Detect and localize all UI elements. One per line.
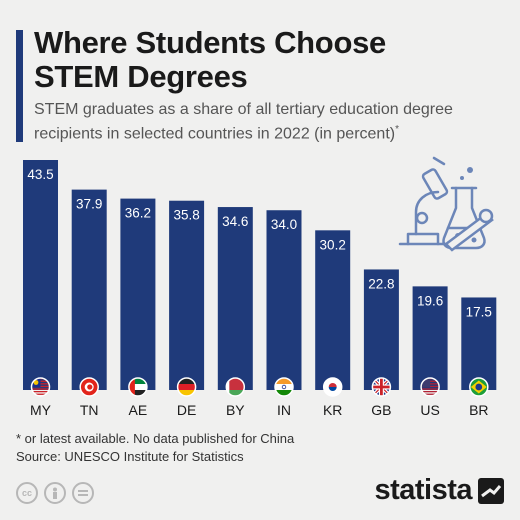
title-line-1: Where Students Choose bbox=[34, 25, 386, 60]
category-label-ae: AE bbox=[129, 402, 148, 418]
flag-us-icon bbox=[420, 377, 440, 397]
category-label-by: BY bbox=[226, 402, 245, 418]
category-label-gb: GB bbox=[371, 402, 391, 418]
chart-title: Where Students Choose STEM Degrees bbox=[34, 26, 504, 94]
chart-subtitle: STEM graduates as a share of all tertiar… bbox=[34, 100, 504, 144]
category-label-my: MY bbox=[30, 402, 52, 418]
category-label-tn: TN bbox=[80, 402, 99, 418]
flag-ae-icon bbox=[128, 377, 148, 397]
bar-us bbox=[412, 286, 448, 390]
category-label-kr: KR bbox=[323, 402, 342, 418]
bar-in bbox=[266, 210, 302, 390]
title-line-2: STEM Degrees bbox=[34, 59, 248, 94]
flag-my-icon bbox=[30, 377, 51, 397]
source-note: Source: UNESCO Institute for Statistics bbox=[16, 449, 244, 464]
flag-by-icon bbox=[225, 377, 246, 397]
value-label-my: 43.5 bbox=[27, 167, 53, 182]
bar-gb bbox=[363, 269, 399, 390]
value-label-de: 35.8 bbox=[173, 208, 199, 223]
flag-in-icon bbox=[274, 377, 294, 397]
nd-icon bbox=[72, 482, 94, 504]
bar-de bbox=[169, 200, 205, 390]
statista-logo: statista bbox=[374, 474, 504, 507]
bar-by bbox=[217, 207, 253, 390]
flag-kr-icon bbox=[322, 377, 343, 397]
value-label-gb: 22.8 bbox=[368, 276, 394, 291]
value-label-ae: 36.2 bbox=[125, 206, 151, 221]
bar-br bbox=[461, 297, 497, 390]
category-label-in: IN bbox=[277, 402, 291, 418]
footnote: * or latest available. No data published… bbox=[16, 431, 295, 446]
bar-kr bbox=[315, 230, 351, 390]
flag-br-icon bbox=[469, 377, 489, 397]
subtitle-footnote-mark: * bbox=[395, 124, 399, 135]
brand-wordmark: statista bbox=[374, 474, 472, 506]
value-label-in: 34.0 bbox=[271, 217, 297, 232]
bar-chart: 43.5 37.9 36.2 35.8 34.6 34.0 30.2 22.8 19.6 17.5… bbox=[23, 160, 497, 418]
value-label-us: 19.6 bbox=[417, 293, 443, 308]
value-label-br: 17.5 bbox=[466, 304, 492, 319]
category-label-de: DE bbox=[177, 402, 196, 418]
category-label-us: US bbox=[420, 402, 439, 418]
title-accent-bar bbox=[16, 30, 23, 142]
flag-gb-icon bbox=[371, 377, 392, 397]
category-label-br: BR bbox=[469, 402, 488, 418]
flag-de-icon bbox=[176, 377, 197, 397]
bar-my bbox=[23, 160, 58, 390]
statista-mark-icon bbox=[478, 477, 504, 504]
cc-icon: cc bbox=[16, 482, 38, 504]
subtitle-text: STEM graduates as a share of all tertiar… bbox=[34, 101, 453, 143]
bar-ae bbox=[120, 198, 156, 390]
lab-equipment-illustration bbox=[398, 156, 494, 252]
bar-tn bbox=[71, 189, 107, 390]
value-label-kr: 30.2 bbox=[320, 237, 346, 252]
by-icon bbox=[44, 482, 66, 504]
value-label-by: 34.6 bbox=[222, 214, 248, 229]
value-label-tn: 37.9 bbox=[76, 197, 102, 212]
license-icons: cc bbox=[16, 482, 94, 504]
flag-tn-icon bbox=[79, 377, 99, 397]
